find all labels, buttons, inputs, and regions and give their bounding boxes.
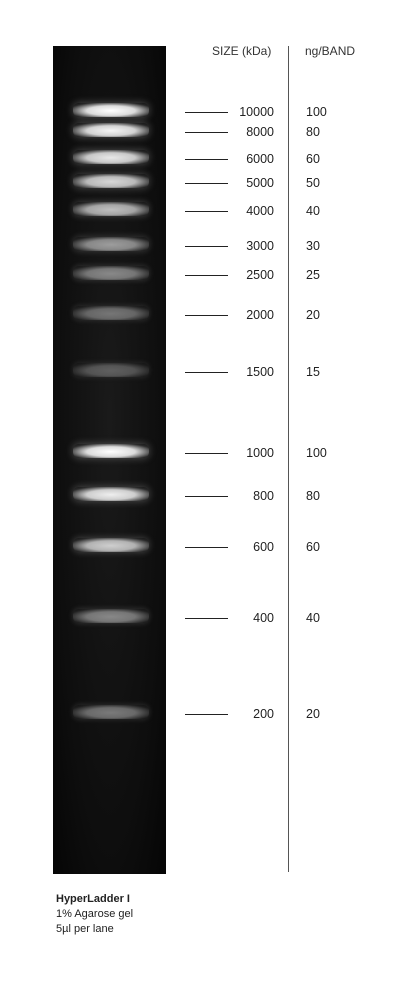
marker-tick — [185, 246, 228, 247]
marker-tick — [185, 372, 228, 373]
marker-tick — [185, 496, 228, 497]
marker-tick — [185, 547, 228, 548]
ng-label: 100 — [306, 105, 327, 119]
gel-band — [73, 202, 149, 216]
caption-gel-line: 1% Agarose gel — [56, 908, 134, 920]
ng-label: 80 — [306, 125, 320, 139]
gel-band — [73, 444, 149, 458]
ng-label: 60 — [306, 540, 320, 554]
size-label: 200 — [253, 707, 274, 721]
size-label: 4000 — [246, 204, 274, 218]
size-label: 5000 — [246, 176, 274, 190]
caption: HyperLadder I 1% Agarose gel 5µl per lan… — [56, 892, 133, 937]
ng-label: 20 — [306, 707, 320, 721]
size-label: 2500 — [246, 268, 274, 282]
gel-band — [73, 487, 149, 501]
gel-band — [73, 123, 149, 137]
caption-title: HyperLadder I — [56, 893, 130, 905]
size-label: 1000 — [246, 446, 274, 460]
ng-label: 80 — [306, 489, 320, 503]
marker-tick — [185, 453, 228, 454]
ng-label: 25 — [306, 268, 320, 282]
size-label: 600 — [253, 540, 274, 554]
ng-label: 50 — [306, 176, 320, 190]
ng-label: 40 — [306, 204, 320, 218]
size-label: 10000 — [239, 105, 274, 119]
marker-tick — [185, 315, 228, 316]
gel-band — [73, 150, 149, 164]
marker-tick — [185, 714, 228, 715]
marker-tick — [185, 275, 228, 276]
ng-label: 60 — [306, 152, 320, 166]
gel-band — [73, 705, 149, 719]
size-header: SIZE (kDa) — [212, 44, 272, 58]
size-label: 400 — [253, 611, 274, 625]
gel-band — [73, 237, 149, 251]
marker-tick — [185, 112, 228, 113]
marker-tick — [185, 211, 228, 212]
gel-band — [73, 609, 149, 623]
caption-volume-line: 5µl per lane — [56, 923, 114, 935]
gel-band — [73, 174, 149, 188]
gel-image — [53, 46, 166, 874]
marker-tick — [185, 132, 228, 133]
ng-per-band-header: ng/BAND — [305, 44, 356, 58]
gel-band — [73, 103, 149, 117]
gel-band — [73, 306, 149, 320]
gel-band — [73, 363, 149, 377]
size-label: 3000 — [246, 239, 274, 253]
size-label: 6000 — [246, 152, 274, 166]
ng-label: 30 — [306, 239, 320, 253]
size-label: 8000 — [246, 125, 274, 139]
size-label: 2000 — [246, 308, 274, 322]
size-label: 800 — [253, 489, 274, 503]
column-divider — [288, 46, 289, 872]
ng-label: 100 — [306, 446, 327, 460]
ng-label: 15 — [306, 365, 320, 379]
gel-band — [73, 538, 149, 552]
marker-tick — [185, 183, 228, 184]
ng-label: 20 — [306, 308, 320, 322]
ng-label: 40 — [306, 611, 320, 625]
gel-band — [73, 266, 149, 280]
marker-tick — [185, 618, 228, 619]
marker-tick — [185, 159, 228, 160]
size-label: 1500 — [246, 365, 274, 379]
